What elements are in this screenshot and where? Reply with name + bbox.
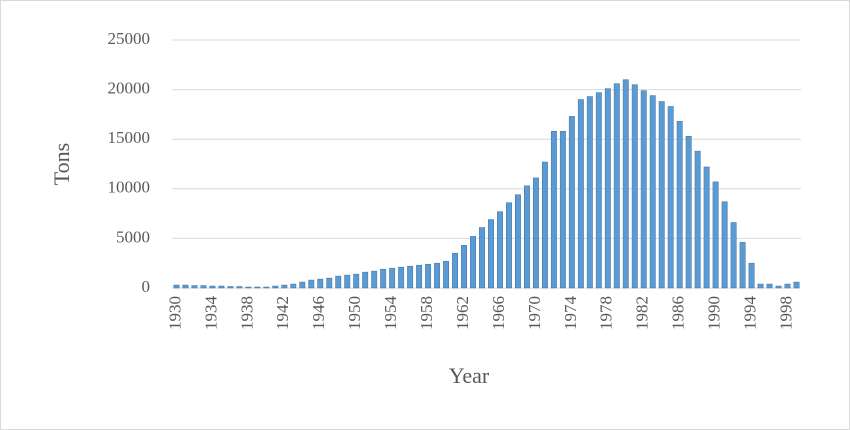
x-tick-label: 1982 [633,296,652,330]
bar [595,92,602,289]
bar [335,275,342,289]
bar [461,245,467,289]
bar [550,131,557,289]
x-tick-label: 1938 [237,296,256,330]
x-tick-label: 1994 [740,296,759,331]
y-tick-label: 0 [142,277,151,296]
y-tick-label: 5000 [116,227,150,246]
x-tick-label: 1962 [453,296,472,330]
x-tick-label: 1970 [525,296,544,330]
y-tick-label: 20000 [108,79,151,98]
bar [613,83,620,289]
bar [658,101,665,289]
bar [586,96,593,289]
bar [389,267,396,289]
x-tick-label: 1958 [417,296,436,330]
bar [667,106,674,289]
bar [398,266,405,289]
bar [407,265,414,289]
bar [371,270,378,289]
bar [281,284,288,289]
bar [640,90,647,289]
bar [452,253,458,289]
bar [721,201,728,289]
bar [515,194,521,289]
bar [209,285,216,289]
bar [344,274,351,289]
y-tick-label: 10000 [108,178,151,197]
x-tick-label: 1986 [669,296,688,330]
x-tick-label: 1930 [165,296,184,330]
bar [766,283,773,289]
bar [272,285,279,289]
x-tick-label: 1966 [489,296,508,330]
x-tick-label: 1950 [345,296,364,330]
bar [784,283,791,289]
bar [326,277,333,289]
bar [694,150,701,289]
bar [299,281,306,289]
bar [622,79,629,289]
bar [506,202,512,289]
x-tick-label: 1942 [273,296,292,330]
bar [793,281,800,289]
bar [308,279,315,289]
bar [604,88,611,289]
y-axis-label: Tons [49,143,74,185]
bar [173,284,180,289]
bar [479,227,485,289]
bar [712,181,719,289]
bar [757,283,764,289]
bar [380,268,387,289]
bar [541,161,548,289]
bar [497,211,503,289]
bar [775,285,782,289]
x-tick-label: 1990 [705,296,724,330]
bar [676,121,683,289]
bar [290,283,297,289]
bar [631,84,638,289]
bar [488,219,494,289]
bar [748,262,755,289]
bar [218,285,225,289]
bar [254,286,261,289]
bar [434,262,441,289]
x-tick-label: 1998 [776,296,795,330]
bar [649,95,656,289]
y-tick-label: 15000 [108,128,151,147]
bar [200,285,207,289]
bar [703,166,710,289]
x-axis-label: Year [449,363,490,388]
y-tick-label: 25000 [108,29,151,48]
bar [730,222,737,289]
bar [353,273,360,289]
bar [523,185,530,289]
bar [685,135,692,289]
bar [227,286,234,289]
bar [317,278,324,289]
bar [425,263,432,289]
x-tick-label: 1978 [597,296,616,330]
bar [263,286,270,289]
x-tick-label: 1974 [561,296,580,331]
bar [182,284,189,289]
x-tick-label: 1946 [309,296,328,330]
x-tick-label: 1934 [201,296,220,331]
bar [739,242,746,289]
bar [362,271,369,289]
bar [236,286,243,289]
bar [559,131,566,289]
bar [470,236,476,289]
x-tick-label: 1954 [381,296,400,331]
bar [532,177,539,289]
bar [416,264,423,289]
bar [191,285,198,289]
bar [443,260,450,289]
bar [577,99,584,289]
bar [245,286,252,289]
bar [568,116,575,289]
